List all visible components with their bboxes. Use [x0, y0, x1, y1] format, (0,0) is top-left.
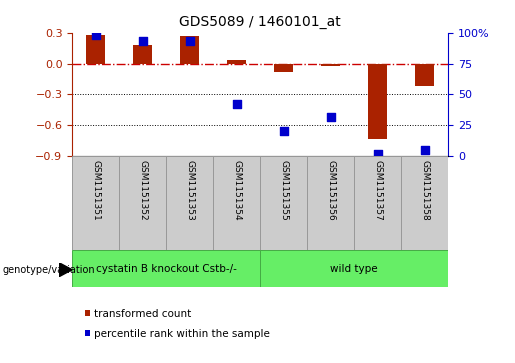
Text: GSM1151357: GSM1151357 — [373, 160, 382, 221]
Point — [232, 101, 241, 107]
Point — [92, 32, 100, 38]
Bar — [213, 156, 260, 250]
Bar — [227, 60, 246, 64]
Text: wild type: wild type — [330, 264, 378, 274]
Bar — [354, 156, 401, 250]
Point — [420, 147, 428, 153]
Bar — [180, 36, 199, 64]
Bar — [86, 35, 105, 64]
Point — [139, 38, 147, 44]
Text: cystatin B knockout Cstb-/-: cystatin B knockout Cstb-/- — [96, 264, 236, 274]
Bar — [133, 45, 152, 64]
Bar — [307, 156, 354, 250]
Bar — [260, 250, 448, 287]
Text: GSM1151351: GSM1151351 — [91, 160, 100, 221]
Bar — [321, 64, 340, 66]
Text: GSM1151355: GSM1151355 — [279, 160, 288, 221]
Text: genotype/variation: genotype/variation — [3, 265, 95, 276]
Text: percentile rank within the sample: percentile rank within the sample — [94, 329, 270, 339]
Point — [373, 151, 382, 156]
Point — [280, 129, 288, 134]
Bar — [401, 156, 448, 250]
Bar — [368, 64, 387, 139]
Bar — [415, 64, 434, 86]
Text: GSM1151356: GSM1151356 — [326, 160, 335, 221]
Point — [185, 38, 194, 44]
Text: GSM1151353: GSM1151353 — [185, 160, 194, 221]
Bar — [166, 156, 213, 250]
Bar — [72, 156, 119, 250]
Bar — [274, 64, 293, 72]
Polygon shape — [59, 263, 72, 277]
Text: transformed count: transformed count — [94, 309, 192, 319]
Title: GDS5089 / 1460101_at: GDS5089 / 1460101_at — [179, 15, 341, 29]
Bar — [72, 250, 260, 287]
Bar — [260, 156, 307, 250]
Text: GSM1151358: GSM1151358 — [420, 160, 429, 221]
Bar — [119, 156, 166, 250]
Text: GSM1151354: GSM1151354 — [232, 160, 241, 220]
Text: GSM1151352: GSM1151352 — [138, 160, 147, 220]
Point — [327, 114, 335, 119]
